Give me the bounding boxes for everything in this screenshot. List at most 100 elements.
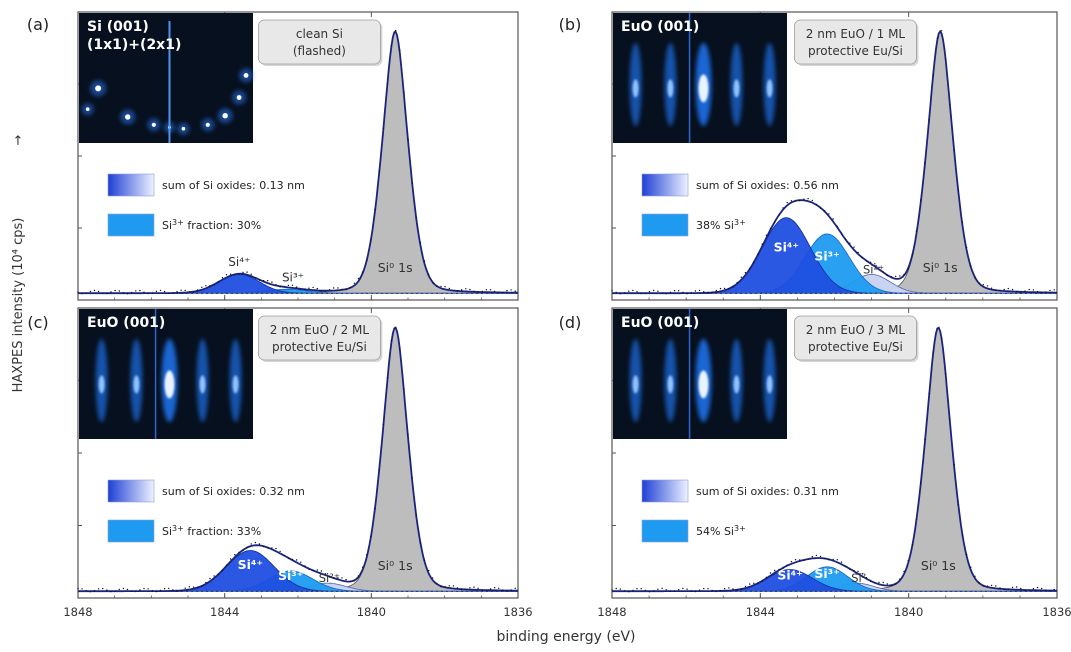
data-point bbox=[832, 218, 834, 220]
data-point bbox=[749, 583, 751, 585]
data-point bbox=[895, 583, 897, 585]
data-point bbox=[130, 590, 133, 592]
data-point bbox=[118, 290, 121, 292]
si4-label: Si⁴⁺ bbox=[228, 255, 250, 269]
data-point bbox=[636, 588, 638, 590]
data-point bbox=[644, 589, 647, 592]
data-point bbox=[209, 284, 211, 287]
data-point bbox=[920, 482, 922, 485]
data-point bbox=[690, 292, 692, 294]
data-point bbox=[982, 585, 984, 587]
legend-swatch-fraction bbox=[641, 519, 689, 543]
data-point bbox=[192, 291, 195, 293]
data-point bbox=[370, 239, 372, 241]
data-point bbox=[238, 551, 240, 554]
data-point bbox=[386, 83, 389, 85]
data-point bbox=[665, 589, 667, 591]
data-point bbox=[882, 581, 884, 584]
condition-line-1: clean Si bbox=[296, 27, 343, 41]
data-point bbox=[341, 577, 343, 579]
data-point bbox=[378, 469, 380, 471]
data-point bbox=[1045, 589, 1047, 592]
data-point bbox=[77, 291, 79, 293]
data-point bbox=[316, 287, 318, 290]
data-point bbox=[493, 587, 496, 589]
data-point bbox=[648, 591, 651, 593]
data-point bbox=[337, 577, 339, 579]
rheed-streak-core bbox=[667, 375, 674, 394]
data-point bbox=[990, 584, 993, 587]
data-point bbox=[234, 554, 236, 556]
data-point bbox=[782, 207, 784, 209]
si3-label: Si³⁺ bbox=[282, 270, 304, 284]
data-point bbox=[611, 589, 613, 591]
data-point bbox=[295, 559, 298, 561]
data-point bbox=[506, 590, 508, 592]
panel-label: (d) bbox=[559, 313, 582, 332]
data-point bbox=[122, 292, 125, 294]
data-point bbox=[188, 291, 191, 293]
data-point bbox=[657, 290, 659, 292]
data-point bbox=[790, 560, 793, 563]
data-point bbox=[653, 289, 655, 292]
data-point bbox=[761, 580, 763, 582]
data-point bbox=[965, 553, 968, 556]
data-point bbox=[143, 587, 145, 590]
data-point bbox=[168, 292, 170, 294]
legend-fraction-pre: 54% Si bbox=[696, 525, 734, 538]
rheed-streak-core bbox=[733, 79, 740, 98]
data-point bbox=[753, 582, 755, 584]
data-point bbox=[246, 546, 248, 549]
data-point bbox=[615, 587, 617, 590]
data-point bbox=[849, 242, 851, 244]
data-point bbox=[349, 580, 351, 583]
data-point bbox=[353, 580, 356, 582]
data-point bbox=[85, 292, 87, 294]
data-point bbox=[407, 138, 409, 141]
data-point bbox=[678, 589, 680, 591]
data-point bbox=[333, 287, 335, 289]
legend-fraction-sup: 3+ bbox=[734, 524, 746, 533]
data-point bbox=[477, 291, 479, 294]
condition-line-1: 2 nm EuO / 1 ML bbox=[806, 27, 906, 41]
data-point bbox=[279, 550, 281, 553]
data-point bbox=[853, 246, 855, 248]
data-point bbox=[184, 587, 186, 589]
data-point bbox=[682, 587, 684, 590]
fit-envelope-line bbox=[612, 29, 1057, 295]
data-point bbox=[886, 274, 888, 277]
data-point bbox=[1041, 587, 1043, 590]
data-point bbox=[715, 590, 717, 593]
data-point bbox=[611, 290, 613, 292]
data-point bbox=[782, 567, 784, 569]
data-point bbox=[707, 588, 709, 590]
data-point bbox=[794, 559, 797, 561]
data-point bbox=[857, 251, 859, 254]
panel-1: Si⁴⁺ Si³⁺ Si⁰ 1s (a) Si (001) (1x1)+(2x1) clea… bbox=[27, 11, 519, 301]
data-point bbox=[711, 291, 713, 294]
x-tick-label: 1848 bbox=[63, 605, 92, 619]
data-point bbox=[1011, 586, 1014, 589]
rheed-spot bbox=[95, 85, 102, 92]
data-point bbox=[139, 289, 141, 292]
condition-line-1: 2 nm EuO / 2 ML bbox=[270, 323, 370, 337]
data-point bbox=[316, 569, 318, 571]
data-point bbox=[945, 373, 947, 375]
data-point bbox=[341, 288, 343, 290]
rheed-pattern bbox=[629, 13, 776, 143]
legend-fraction-sup: 3+ bbox=[172, 218, 184, 227]
x-tick-label: 1840 bbox=[894, 605, 923, 619]
data-point bbox=[870, 580, 872, 583]
data-point bbox=[374, 507, 376, 510]
data-point bbox=[836, 225, 838, 228]
data-point bbox=[619, 293, 621, 295]
panel-3: 1848 1844 1840 1836 Si⁴⁺ Si³⁺ Si²⁺ Si⁰ 1s (c) EuO… bbox=[27, 307, 533, 619]
data-point bbox=[707, 292, 709, 294]
data-point bbox=[623, 590, 626, 592]
data-point bbox=[312, 569, 314, 571]
fit-envelope-line bbox=[78, 30, 518, 295]
data-point bbox=[861, 573, 863, 575]
data-point bbox=[644, 292, 647, 295]
data-point bbox=[465, 288, 467, 290]
data-point bbox=[473, 290, 475, 293]
